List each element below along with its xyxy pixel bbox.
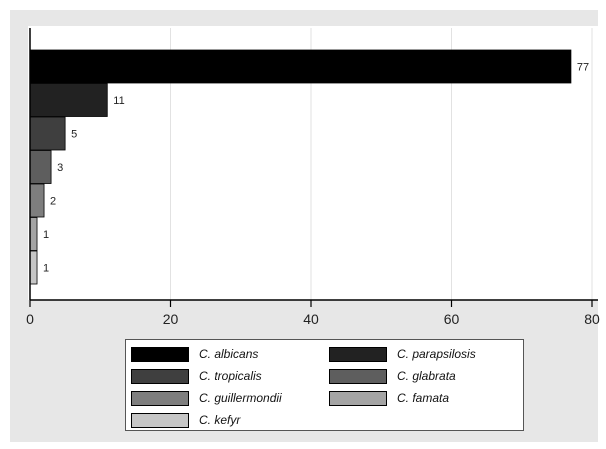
legend-swatch <box>329 390 387 406</box>
legend-label: C. tropicalis <box>199 369 262 383</box>
legend-swatch <box>329 346 387 362</box>
legend-label: C. kefyr <box>199 413 241 427</box>
bar-c--tropicalis <box>29 116 66 151</box>
legend-swatch <box>131 346 189 362</box>
legend-item: C. glabrata <box>329 367 456 385</box>
legend-label: C. parapsilosis <box>397 347 476 361</box>
data-label-1: 11 <box>113 95 124 107</box>
x-tick-label-20: 20 <box>163 311 179 327</box>
bar-c--parapsilosis <box>29 83 108 117</box>
data-label-5: 1 <box>43 229 49 241</box>
legend-swatch <box>329 368 387 384</box>
legend-item: C. famata <box>329 389 449 407</box>
legend-label: C. guillermondii <box>199 391 282 405</box>
x-tick-label-40: 40 <box>303 311 319 327</box>
legend-item: C. albicans <box>131 345 258 363</box>
x-axis-ticks: 0 20 40 60 80 <box>26 300 600 327</box>
legend-label: C. glabrata <box>397 369 456 383</box>
data-label-6: 1 <box>43 263 49 275</box>
x-tick-label-60: 60 <box>444 311 460 327</box>
data-label-0: 77 <box>577 62 589 74</box>
bar-c--famata <box>29 217 38 251</box>
legend-label: C. albicans <box>199 347 259 361</box>
legend-item: C. kefyr <box>131 411 240 429</box>
legend-item: C. guillermondii <box>131 389 282 407</box>
bar-c--guillermondii <box>29 183 45 218</box>
legend-item: C. tropicalis <box>131 367 262 385</box>
legend-label: C. famata <box>397 391 450 405</box>
bars <box>29 49 572 285</box>
legend: C. albicans C. parapsilosis C. tropicalis C… <box>125 339 524 431</box>
bar-c--glabrata <box>29 150 52 184</box>
legend-swatch <box>131 412 189 428</box>
x-tick-label-0: 0 <box>26 311 34 327</box>
data-label-4: 2 <box>50 196 56 208</box>
data-label-3: 3 <box>57 162 63 174</box>
legend-swatch <box>131 390 189 406</box>
data-label-2: 5 <box>71 129 77 141</box>
legend-item: C. parapsilosis <box>329 345 476 363</box>
bar-c--kefyr <box>29 250 38 285</box>
legend-swatch <box>131 368 189 384</box>
x-tick-label-80: 80 <box>584 311 600 327</box>
bar-c--albicans <box>29 49 572 84</box>
